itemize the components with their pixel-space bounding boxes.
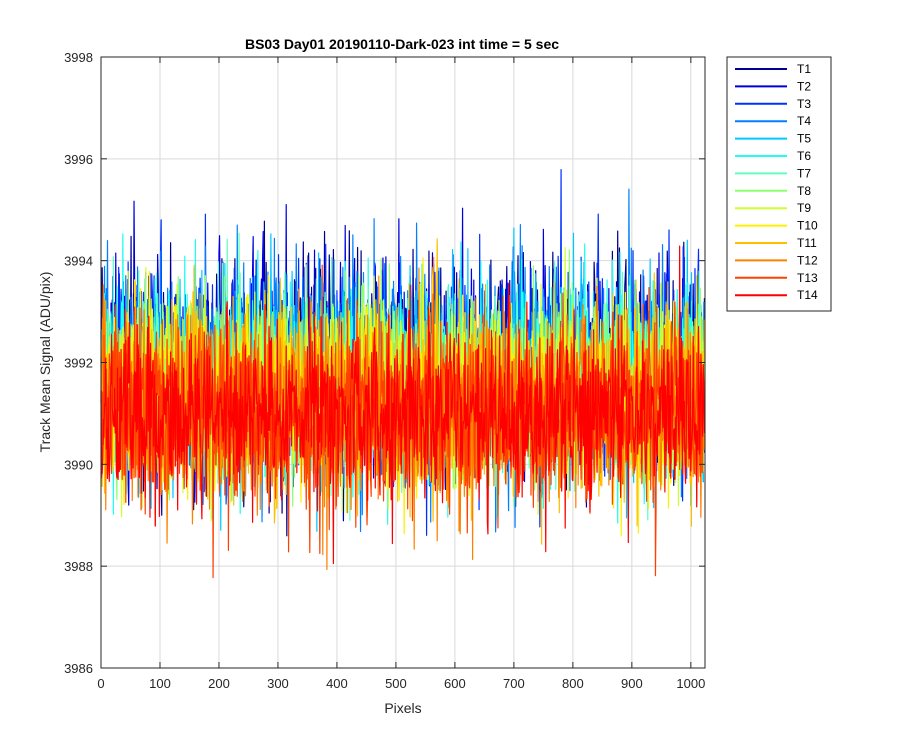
legend-label-t4: T4: [797, 114, 811, 128]
x-tick-label: 400: [326, 676, 348, 691]
x-tick-label: 200: [208, 676, 230, 691]
legend-label-t6: T6: [797, 149, 811, 163]
legend-label-t11: T11: [797, 236, 817, 250]
y-axis-label: Track Mean Signal (ADU/pix): [37, 272, 53, 453]
y-tick-label: 3998: [64, 50, 93, 65]
y-tick-label: 3986: [64, 661, 93, 676]
legend-label-t2: T2: [797, 79, 811, 93]
legend: T1 T2 T3 T4 T5 T6 T7 T8 T9 T10 T11 T12 T13 T14: [726, 56, 832, 312]
series-line-t14: [100, 245, 706, 565]
x-tick-label: 100: [149, 676, 171, 691]
chart-title: BS03 Day01 20190110-Dark-023 int time = …: [245, 36, 559, 52]
legend-label-t5: T5: [797, 132, 811, 146]
y-tick-label: 3990: [64, 457, 93, 472]
x-tick-label: 800: [562, 676, 584, 691]
legend-label-t3: T3: [797, 97, 811, 111]
legend-label-t12: T12: [797, 253, 818, 267]
plot-area: 0 100 200 300 400 500 600 700 800 900 1000 3986398…: [64, 50, 706, 691]
x-ticks: 0 100 200 300 400 500 600 700 800 900 1000: [97, 57, 705, 691]
legend-label-t13: T13: [797, 271, 818, 285]
x-axis-label: Pixels: [384, 700, 421, 716]
y-tick-label: 3992: [64, 356, 93, 371]
legend-label-t14: T14: [797, 288, 818, 302]
x-tick-label: 300: [267, 676, 289, 691]
y-tick-label: 3988: [64, 559, 93, 574]
y-tick-label: 3994: [64, 254, 93, 269]
x-tick-label: 0: [97, 676, 104, 691]
legend-label-t9: T9: [797, 201, 811, 215]
legend-label-t8: T8: [797, 184, 811, 198]
y-ticks: 3986 3988 3990 3992 3994 3996 3998: [64, 50, 705, 676]
x-tick-label: 700: [503, 676, 525, 691]
x-tick-label: 1000: [676, 676, 705, 691]
x-tick-label: 900: [621, 676, 643, 691]
legend-label-t10: T10: [797, 219, 818, 233]
legend-box: [726, 56, 832, 312]
x-tick-label: 600: [444, 676, 466, 691]
y-tick-label: 3996: [64, 152, 93, 167]
legend-label-t1: T1: [797, 62, 811, 76]
x-tick-label: 500: [385, 676, 407, 691]
series-layer: [100, 168, 706, 579]
legend-label-t7: T7: [797, 166, 811, 180]
